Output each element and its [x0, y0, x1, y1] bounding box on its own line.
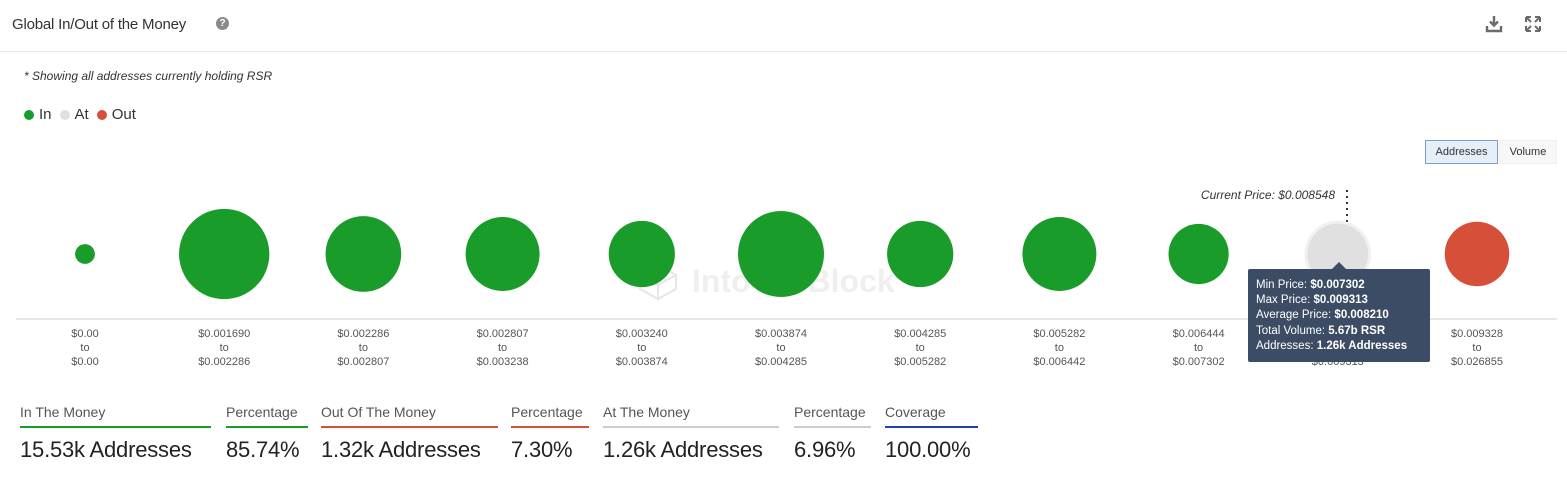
stat-at-the-money: At The Money 1.26k Addresses	[603, 404, 779, 463]
volume-toggle-button[interactable]: Volume	[1499, 140, 1557, 164]
tick-label-high: $0.004285	[755, 356, 807, 368]
legend-label-in: In	[39, 106, 52, 123]
bubble-7[interactable]	[1022, 217, 1097, 291]
bubble-3[interactable]	[465, 217, 540, 291]
tick-label-to: to	[498, 342, 507, 354]
current-price-label: Current Price: $0.008548	[1201, 188, 1335, 202]
legend-dot-out	[96, 109, 107, 120]
addresses-toggle-button[interactable]: Addresses	[1425, 140, 1498, 164]
chart-legend: In At Out	[24, 106, 144, 123]
bubble-8[interactable]	[1168, 223, 1229, 285]
stat-value: 7.30%	[511, 437, 573, 462]
tick-label-high: $0.006442	[1033, 356, 1085, 368]
tick-label-high: $0.002286	[198, 356, 250, 368]
stat-label: Coverage	[885, 404, 978, 428]
bubble-4[interactable]	[608, 220, 675, 288]
tick-label-to: to	[916, 342, 925, 354]
bubble-2[interactable]	[325, 216, 402, 292]
tick-label-low: $0.003874	[755, 328, 807, 340]
tick-label-low: $0.003240	[616, 328, 668, 340]
stat-value: 6.96%	[794, 437, 856, 462]
stat-at-percentage: Percentage 6.96%	[794, 404, 871, 463]
tooltip-volume-row: Total Volume: 5.67b RSR	[1256, 324, 1386, 337]
tick-label-high: $0.005282	[894, 356, 946, 368]
stat-value: 100.00%	[885, 437, 971, 462]
tick-label-to: to	[637, 342, 646, 354]
legend-dot-at	[59, 109, 70, 120]
stat-label: In The Money	[20, 404, 211, 428]
tick-label-to: to	[80, 342, 89, 354]
question-circle-icon[interactable]: ?	[216, 17, 229, 30]
stat-out-of-the-money: Out Of The Money 1.32k Addresses	[321, 404, 498, 463]
stat-label: Percentage	[511, 404, 589, 428]
tick-label-to: to	[1055, 342, 1064, 354]
legend-item-at[interactable]: At	[59, 106, 89, 123]
tick-label-high: $0.003874	[616, 356, 668, 368]
stat-label: Percentage	[226, 404, 308, 428]
tick-label-low: $0.009328	[1451, 328, 1503, 340]
stat-label: Out Of The Money	[321, 404, 498, 428]
stat-label: Percentage	[794, 404, 871, 428]
tick-label-high: $0.003238	[477, 356, 529, 368]
stat-value: 85.74%	[226, 437, 300, 462]
bubble-6[interactable]	[887, 220, 954, 288]
tick-label-low: $0.002807	[477, 328, 529, 340]
tooltip-arrow	[1332, 262, 1346, 269]
stat-label: At The Money	[603, 404, 779, 428]
tick-label-low: $0.00	[71, 328, 99, 340]
stat-value: 15.53k Addresses	[20, 437, 192, 462]
tooltip-avg-row: Average Price: $0.008210	[1256, 309, 1389, 322]
stat-value: 1.32k Addresses	[321, 437, 481, 462]
tick-label-high: $0.007302	[1173, 356, 1225, 368]
legend-dot-in	[24, 109, 34, 120]
tick-label-to: to	[359, 342, 368, 354]
tick-label-to: to	[776, 342, 785, 354]
holding-note: * Showing all addresses currently holdin…	[24, 69, 273, 83]
tick-label-to: to	[220, 342, 229, 354]
bubble-tooltip: Min Price: $0.007302 Max Price: $0.00931…	[1248, 269, 1430, 362]
tick-label-low: $0.006444	[1173, 328, 1225, 340]
tooltip-max-row: Max Price: $0.009313	[1256, 294, 1368, 307]
stat-value: 1.26k Addresses	[603, 437, 763, 462]
tick-label-low: $0.001690	[198, 328, 250, 340]
tick-label-low: $0.002286	[337, 328, 389, 340]
stat-in-the-money: In The Money 15.53k Addresses	[20, 404, 211, 463]
tick-label-to: to	[1472, 342, 1481, 354]
legend-item-out[interactable]: Out	[96, 106, 136, 123]
legend-label-at: At	[74, 106, 89, 123]
tooltip-addresses-row: Addresses: 1.26k Addresses	[1256, 339, 1408, 352]
expand-icon[interactable]	[1523, 14, 1543, 34]
stat-out-percentage: Percentage 7.30%	[511, 404, 589, 463]
tooltip-min-row: Min Price: $0.007302	[1256, 279, 1365, 291]
stat-coverage: Coverage 100.00%	[885, 404, 978, 463]
legend-label-out: Out	[111, 106, 136, 123]
bubble-1[interactable]	[179, 208, 270, 300]
stat-in-percentage: Percentage 85.74%	[226, 404, 308, 463]
bubble-0[interactable]	[75, 244, 95, 264]
bubble-chart: IntoTheBlock Current Price: $0.008548 $0…	[16, 188, 1557, 368]
chart-title: Global In/Out of the Money	[12, 16, 187, 33]
tick-label-low: $0.005282	[1033, 328, 1085, 340]
bubble-5[interactable]	[738, 211, 824, 297]
bubble-10[interactable]	[1444, 221, 1510, 287]
chart-header: Global In/Out of the Money ?	[0, 0, 1567, 52]
legend-item-in[interactable]: In	[24, 106, 52, 123]
tick-label-high: $0.00	[71, 356, 99, 368]
tick-label-to: to	[1194, 342, 1203, 354]
tick-label-low: $0.004285	[894, 328, 946, 340]
tick-label-high: $0.026855	[1451, 356, 1503, 368]
tick-label-high: $0.002807	[337, 356, 389, 368]
download-icon[interactable]	[1484, 14, 1504, 34]
